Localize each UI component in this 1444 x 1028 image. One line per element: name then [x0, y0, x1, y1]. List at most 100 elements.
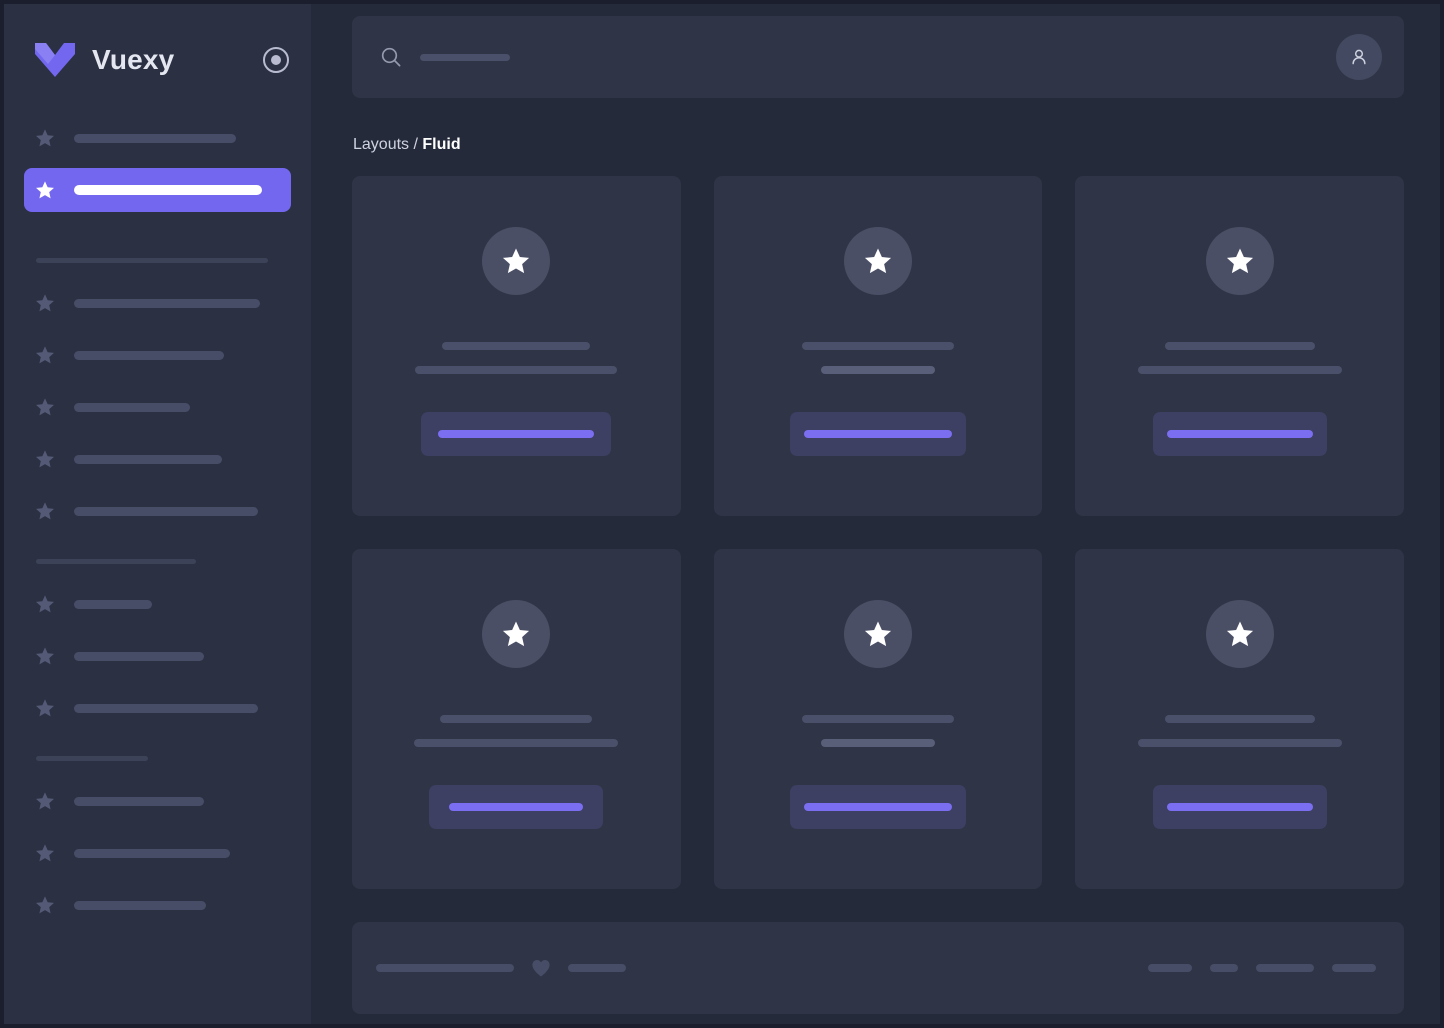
sidebar-item-3-2[interactable] [24, 883, 291, 927]
card-subtitle-placeholder [820, 366, 935, 374]
card-title-placeholder [442, 342, 591, 350]
brand-name: Vuexy [92, 44, 175, 75]
top-navbar [352, 16, 1404, 98]
sidebar-item-label [74, 402, 190, 412]
sidebar-item-1-0[interactable] [24, 281, 291, 325]
sidebar-item-label [74, 848, 230, 858]
content-card[interactable] [713, 176, 1043, 516]
card-action-button[interactable] [1152, 412, 1327, 456]
footer-link-1[interactable] [1210, 964, 1238, 972]
sidebar-nav [4, 116, 311, 927]
content-card[interactable] [352, 176, 681, 516]
sidebar-item-label [74, 599, 152, 609]
star-icon [34, 894, 56, 916]
card-subtitle-placeholder [1137, 366, 1342, 374]
footer-link-bar[interactable] [568, 964, 626, 972]
main-content: Layouts / Fluid [311, 4, 1440, 1024]
sidebar-brand[interactable]: Vuexy [4, 4, 311, 116]
vuexy-v-logo-icon [34, 40, 76, 80]
search-input-placeholder[interactable] [420, 53, 510, 61]
footer-left [376, 957, 626, 979]
card-subtitle-placeholder [415, 366, 618, 374]
card-avatar [843, 227, 912, 295]
breadcrumb-current: Fluid [422, 136, 461, 153]
card-title-placeholder [440, 715, 593, 723]
star-icon [34, 344, 56, 366]
sidebar-item-label [74, 703, 258, 713]
heart-icon [530, 957, 552, 979]
sidebar-item-3-1[interactable] [24, 831, 291, 875]
sidebar: Vuexy [4, 4, 311, 1024]
card-text-lines [714, 342, 1043, 374]
sidebar-item-label [74, 506, 258, 516]
sidebar-item-label [74, 454, 222, 464]
star-icon [34, 645, 56, 667]
radio-circle-icon[interactable] [263, 47, 289, 73]
sidebar-item-0-0[interactable] [24, 116, 291, 160]
card-avatar [843, 600, 912, 668]
card-avatar [1205, 227, 1274, 295]
sidebar-item-label [74, 298, 260, 308]
card-button-label [803, 803, 952, 811]
content-card[interactable] [1075, 176, 1404, 516]
sidebar-item-label [74, 651, 204, 661]
star-icon [34, 448, 56, 470]
footer-link-3[interactable] [1332, 964, 1376, 972]
sidebar-section-label [36, 756, 148, 761]
card-title-placeholder [1164, 715, 1315, 723]
card-subtitle-placeholder [1137, 739, 1342, 747]
card-action-button[interactable] [789, 412, 966, 456]
avatar[interactable] [1336, 34, 1382, 80]
card-action-button[interactable] [429, 785, 604, 829]
content-card[interactable] [352, 549, 681, 889]
sidebar-item-1-1[interactable] [24, 333, 291, 377]
sidebar-item-3-0[interactable] [24, 779, 291, 823]
card-avatar [482, 227, 551, 295]
sidebar-item-label [74, 185, 262, 195]
card-avatar [482, 600, 551, 668]
footer [352, 922, 1404, 1014]
sidebar-item-1-4[interactable] [24, 489, 291, 533]
footer-links [1148, 964, 1376, 972]
star-icon [34, 500, 56, 522]
star-icon [34, 179, 56, 201]
card-text-lines [1075, 342, 1404, 374]
star-icon [34, 842, 56, 864]
card-button-label [803, 430, 952, 438]
card-subtitle-placeholder [414, 739, 619, 747]
sidebar-section-label [36, 559, 196, 564]
sidebar-item-label [74, 900, 206, 910]
card-subtitle-placeholder [820, 739, 935, 747]
card-title-placeholder [1164, 342, 1315, 350]
sidebar-section-label [36, 258, 268, 263]
sidebar-item-label [74, 796, 204, 806]
sidebar-item-label [74, 350, 224, 360]
footer-link-2[interactable] [1256, 964, 1314, 972]
sidebar-item-0-1[interactable] [24, 168, 291, 212]
breadcrumb-parent[interactable]: Layouts [353, 136, 410, 153]
star-icon [34, 593, 56, 615]
card-title-placeholder [801, 342, 954, 350]
sidebar-item-1-2[interactable] [24, 385, 291, 429]
card-button-label [1166, 430, 1313, 438]
card-action-button[interactable] [421, 412, 612, 456]
card-avatar [1205, 600, 1274, 668]
sidebar-item-2-1[interactable] [24, 634, 291, 678]
card-grid [352, 176, 1404, 889]
star-icon [34, 697, 56, 719]
star-icon [34, 790, 56, 812]
search-box[interactable] [380, 46, 1336, 68]
star-icon [34, 127, 56, 149]
breadcrumb-separator: / [413, 136, 418, 153]
footer-link-0[interactable] [1148, 964, 1192, 972]
card-text-lines [352, 342, 681, 374]
sidebar-item-1-3[interactable] [24, 437, 291, 481]
card-action-button[interactable] [1152, 785, 1327, 829]
sidebar-item-2-2[interactable] [24, 686, 291, 730]
card-action-button[interactable] [789, 785, 966, 829]
card-button-label [449, 803, 584, 811]
breadcrumb: Layouts / Fluid [353, 136, 1404, 154]
content-card[interactable] [713, 549, 1043, 889]
content-card[interactable] [1075, 549, 1404, 889]
sidebar-item-2-0[interactable] [24, 582, 291, 626]
